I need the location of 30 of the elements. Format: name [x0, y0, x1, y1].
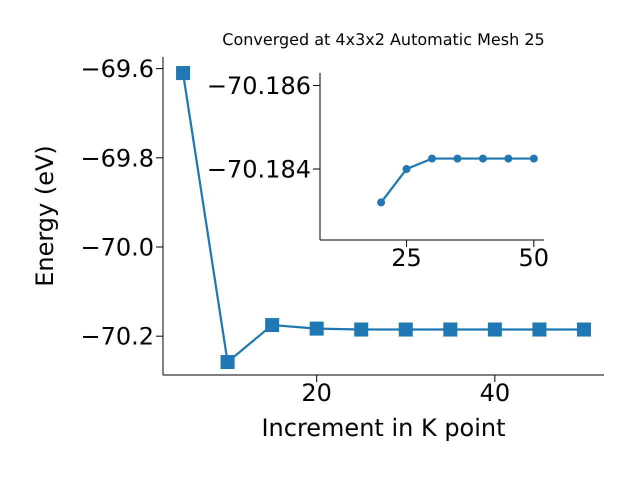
point: [453, 154, 462, 163]
y-axis-title: Energy (eV): [31, 145, 59, 287]
point: [488, 322, 502, 337]
point: [398, 322, 413, 337]
point: [576, 322, 591, 337]
x-tick-label: 50: [518, 244, 550, 272]
point: [176, 66, 190, 80]
x-tick-label: 20: [301, 379, 332, 408]
point: [428, 154, 436, 163]
x-tick-label: 25: [391, 244, 422, 272]
y-tick-label: −70.186: [206, 72, 311, 100]
point: [220, 355, 235, 370]
y-tick-label: −70.2: [80, 322, 154, 351]
y-tick-label: −69.8: [80, 144, 154, 172]
point: [530, 154, 538, 163]
point: [310, 322, 324, 336]
point: [504, 154, 512, 163]
point: [377, 198, 386, 206]
point: [532, 322, 546, 337]
point: [354, 322, 368, 337]
chart-title: Converged at 4x3x2 Automatic Mesh 25: [221, 30, 546, 49]
y-tick-label: −69.6: [80, 55, 154, 84]
point: [402, 165, 411, 174]
x-axis-title: Increment in K point: [260, 414, 507, 442]
point: [265, 318, 280, 332]
point: [478, 154, 487, 163]
point: [443, 322, 458, 337]
y-tick-label: −70.0: [80, 234, 154, 262]
x-tick-label: 40: [480, 379, 510, 408]
y-tick-label: −70.184: [206, 156, 311, 184]
